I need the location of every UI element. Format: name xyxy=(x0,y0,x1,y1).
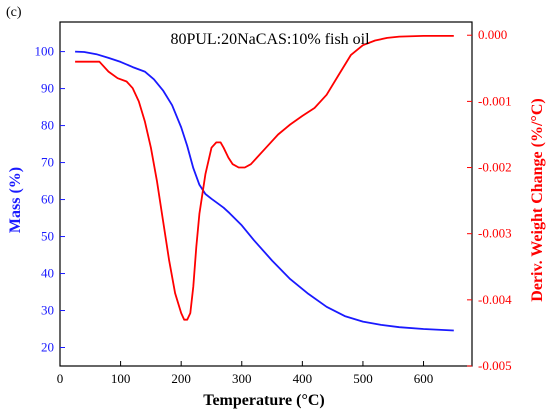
axes-layer: 0 100 200 300 400 500 600 20 30 40 50 60 70 80 90 100 0.… xyxy=(35,21,512,386)
y-left-tick-label: 40 xyxy=(41,266,54,281)
deriv-weight-series-line xyxy=(75,35,454,321)
x-tick-label: 100 xyxy=(111,371,131,386)
y-right-tick-label: -0.002 xyxy=(478,160,512,175)
y-left-tick-label: 80 xyxy=(41,118,54,133)
plot-frame xyxy=(59,21,473,367)
x-tick-label: 200 xyxy=(171,371,191,386)
panel-label: (c) xyxy=(6,5,22,20)
mass-series-line xyxy=(75,50,454,332)
x-tick-label: 400 xyxy=(293,371,313,386)
y-right-tick-label: -0.004 xyxy=(478,292,512,307)
y-left-tick-label: 60 xyxy=(41,192,54,207)
x-tick-label: 600 xyxy=(414,371,434,386)
x-tick-label: 0 xyxy=(57,371,64,386)
x-tick-label: 300 xyxy=(232,371,252,386)
y-right-tick-label: 0.000 xyxy=(478,27,507,42)
y-left-tick-label: 30 xyxy=(41,303,54,318)
y-left-tick-label: 100 xyxy=(35,44,55,59)
y-left-tick-label: 90 xyxy=(41,81,54,96)
y-right-tick-label: -0.003 xyxy=(478,226,512,241)
chart-title: 80PUL:20NaCAS:10% fish oil xyxy=(170,31,370,48)
y-left-tick-label: 70 xyxy=(41,155,54,170)
y-right-tick-label: -0.005 xyxy=(478,358,512,373)
y-right-axis-title: Deriv. Weight Change (%/°C) xyxy=(529,98,546,301)
y-left-tick-label: 20 xyxy=(41,340,54,355)
x-tick-label: 500 xyxy=(353,371,373,386)
y-left-tick-label: 50 xyxy=(41,229,54,244)
plot-layer xyxy=(75,35,454,332)
x-axis-title: Temperature (°C) xyxy=(203,392,324,409)
y-right-tick-label: -0.001 xyxy=(478,93,512,108)
y-left-axis-title: Mass (%) xyxy=(7,167,24,233)
